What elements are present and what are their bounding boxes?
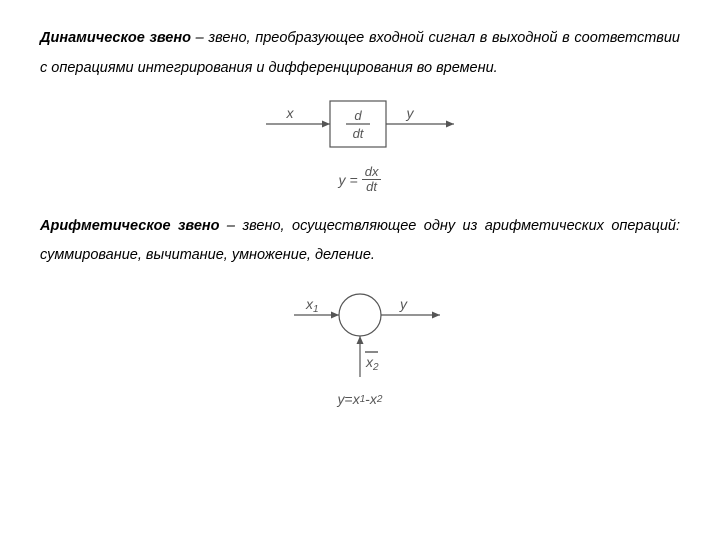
eq2-t2: x [370,391,377,407]
dash-1: – [191,30,208,46]
eq1-eq: = [350,172,358,188]
block-num: d [354,108,362,123]
dash-2: – [220,218,243,234]
eq1-lhs: y [339,172,346,188]
diagram-arithmetic-node: x1 y x2 y = x1 - x2 [40,277,680,407]
dynamic-block-svg: x y d dt [230,89,490,159]
term-dynamic: Динамическое звено [40,30,191,46]
input-x1-label: x1 [305,296,319,315]
equation-dynamic: y = dx dt [339,165,382,193]
eq2-s2: 2 [377,394,383,405]
arithmetic-node-svg: x1 y x2 [250,277,470,385]
diagram-dynamic-block: x y d dt y = dx dt [40,89,680,193]
paragraph-arithmetic: Арифметическое звено – звено, осуществля… [40,212,680,271]
eq1-num: dx [362,165,382,180]
term-arithmetic: Арифметическое звено [40,218,220,234]
equation-arithmetic: y = x1 - x2 [338,391,383,407]
input-x2-label: x2 [365,354,379,373]
output-y-label: y [406,105,415,121]
eq2-lhs: y [338,391,345,407]
eq1-frac: dx dt [362,165,382,193]
paragraph-dynamic: Динамическое звено – звено, преобразующе… [40,24,680,83]
block-den: dt [353,126,365,141]
output-y2-label: y [399,296,408,312]
eq2-eq: = [345,391,353,407]
input-x-label: x [286,105,295,121]
eq1-den: dt [363,180,380,194]
eq2-t1: x [353,391,360,407]
